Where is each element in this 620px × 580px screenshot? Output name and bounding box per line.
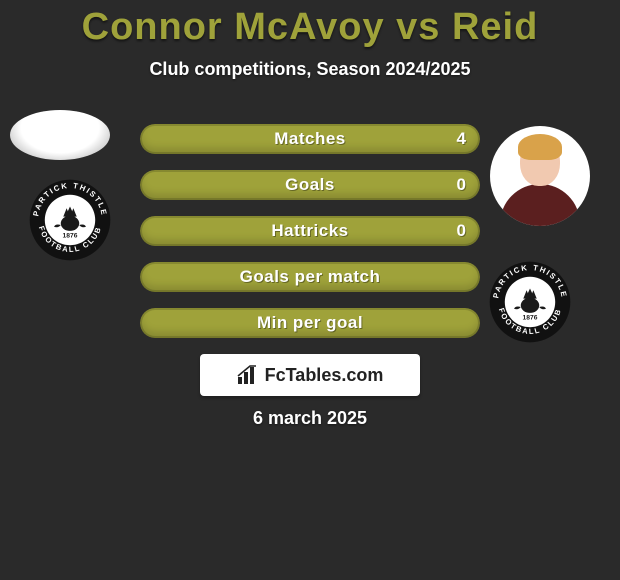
subtitle: Club competitions, Season 2024/2025 <box>0 59 620 80</box>
stat-value: 4 <box>457 124 466 154</box>
stat-row-goals: Goals 0 <box>140 170 480 200</box>
player2-club-badge: PARTICK THISTLE FOOTBALL CLUB 1876 <box>488 260 572 344</box>
stat-value: 0 <box>457 170 466 200</box>
stat-row-hattricks: Hattricks 0 <box>140 216 480 246</box>
title-vs: vs <box>396 6 440 48</box>
page-title: Connor McAvoy vs Reid <box>0 0 620 49</box>
stat-label: Goals per match <box>140 262 480 292</box>
stat-label: Goals <box>140 170 480 200</box>
stat-label: Matches <box>140 124 480 154</box>
svg-text:1876: 1876 <box>523 315 538 322</box>
brand-badge: FcTables.com <box>200 354 420 396</box>
brand-text: FcTables.com <box>265 365 384 386</box>
brand-bars-icon <box>237 365 259 385</box>
player1-avatar <box>10 110 110 160</box>
stat-label: Hattricks <box>140 216 480 246</box>
title-player2: Reid <box>452 6 538 48</box>
title-player1: Connor McAvoy <box>82 6 385 48</box>
stat-row-mpg: Min per goal <box>140 308 480 338</box>
stats-panel: Matches 4 Goals 0 Hattricks 0 Goals per … <box>140 124 480 354</box>
club-est-year: 1876 <box>63 233 78 240</box>
stat-label: Min per goal <box>140 308 480 338</box>
stat-row-gpm: Goals per match <box>140 262 480 292</box>
stat-value: 0 <box>457 216 466 246</box>
stat-row-matches: Matches 4 <box>140 124 480 154</box>
player1-club-badge: PARTICK THISTLE FOOTBALL CLUB 1876 <box>28 178 112 262</box>
snapshot-date: 6 march 2025 <box>0 408 620 429</box>
player2-avatar <box>490 126 590 226</box>
